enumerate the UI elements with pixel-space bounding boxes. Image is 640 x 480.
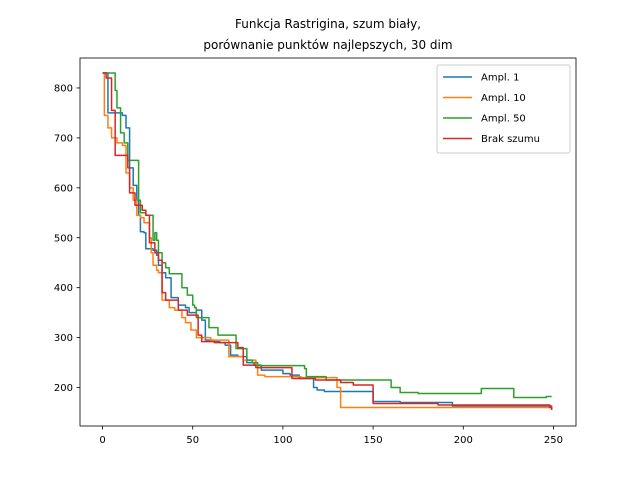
y-tick-label-1: 300 [54, 333, 73, 344]
legend-label-0: Ampl. 1 [481, 73, 519, 84]
series-line-2 [102, 72, 552, 399]
y-tick-label-5: 700 [54, 133, 73, 144]
plot-area: 0 50 100 150 200 250 200 300 400 500 600 700 800 [54, 57, 577, 446]
y-tick-label-2: 400 [54, 283, 73, 294]
y-tick-label-0: 200 [54, 383, 73, 394]
plot-frame [79, 57, 577, 427]
y-tick-label-3: 500 [54, 233, 73, 244]
x-tick-label-0: 0 [99, 435, 105, 446]
chart-title-line-1: Funkcja Rastrigina, szum biały, [235, 17, 421, 31]
legend-label-2: Ampl. 50 [481, 114, 526, 125]
y-tick-label-4: 600 [54, 183, 73, 194]
series-layer [102, 72, 553, 411]
x-tick-label-3: 150 [364, 435, 383, 446]
y-tick-label-6: 800 [54, 83, 73, 94]
x-tick-label-2: 100 [273, 435, 292, 446]
x-axis: 0 50 100 150 200 250 [99, 426, 563, 446]
series-line-3 [102, 72, 553, 411]
legend-label-3: Brak szumu [481, 134, 540, 145]
x-tick-label-5: 250 [544, 435, 563, 446]
legend-box [436, 64, 571, 154]
chart-title-line-2: porównanie punktów najlepszych, 30 dim [203, 38, 452, 52]
x-tick-label-4: 200 [454, 435, 473, 446]
legend-label-1: Ampl. 10 [481, 93, 526, 104]
x-tick-label-1: 50 [186, 435, 199, 446]
y-axis: 200 300 400 500 600 700 800 [54, 83, 80, 394]
legend: Ampl. 1 Ampl. 10 Ampl. 50 Brak szumu [436, 64, 571, 154]
